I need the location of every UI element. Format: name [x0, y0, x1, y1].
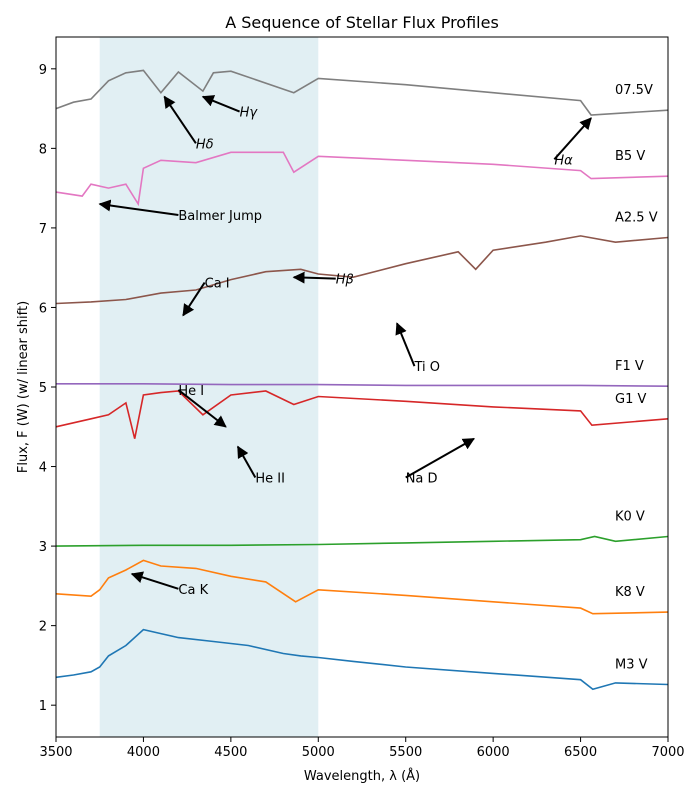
x-tick-label: 5500 — [389, 745, 422, 760]
annotation-label: He II — [255, 471, 285, 486]
annotation-label: Hγ — [240, 106, 259, 121]
series-label: G1 V — [615, 392, 646, 407]
annotation-arrow — [98, 199, 179, 216]
plot-area: M3 V K8 V K0 V G1 V F1 V A2.5 V B5 V 07.5V Hδ Hγ H… — [39, 36, 685, 760]
annotation-label: Hα — [554, 153, 573, 168]
annotation-label: Ti O — [413, 360, 440, 375]
annotation-label: Ca K — [178, 583, 208, 598]
series-line — [56, 383, 669, 387]
y-tick-label: 9 — [39, 63, 47, 78]
annotation-arrow — [163, 95, 197, 144]
x-tick-label: 7000 — [651, 745, 684, 760]
x-tick-label: 4500 — [214, 745, 247, 760]
shaded-region — [99, 37, 319, 737]
series-label: A2.5 V — [615, 210, 658, 225]
x-axis-label: Wavelength, λ (Å) — [304, 768, 420, 784]
y-tick-label: 4 — [39, 461, 47, 476]
annotation-label: He I — [178, 384, 204, 399]
y-tick-label: 1 — [39, 699, 47, 714]
x-tick-label: 6000 — [477, 745, 510, 760]
annotation-arrow — [405, 437, 475, 479]
annotation-label: Ca I — [205, 277, 230, 292]
chart-title: A Sequence of Stellar Flux Profiles — [225, 13, 499, 32]
series-line — [55, 535, 669, 547]
annotation-arrow — [236, 445, 257, 478]
series-label: K0 V — [615, 510, 645, 525]
y-tick-label: 6 — [39, 301, 47, 316]
y-tick-label: 3 — [39, 540, 47, 555]
series-line — [55, 390, 669, 439]
y-tick-label: 2 — [39, 620, 47, 635]
series-label: B5 V — [615, 149, 645, 164]
annotation-arrow — [553, 117, 592, 160]
y-tick-label: 8 — [39, 142, 47, 157]
x-tick-label: 3500 — [39, 745, 72, 760]
y-tick-label: 7 — [39, 222, 47, 237]
series-label: 07.5V — [615, 83, 653, 98]
annotation-arrow — [182, 282, 206, 317]
x-tick-label: 4000 — [127, 745, 160, 760]
series-line — [55, 628, 669, 691]
series-line — [55, 151, 669, 207]
y-tick-label: 5 — [39, 381, 47, 396]
annotation-arrow — [130, 571, 179, 590]
y-axis-label: Flux, F (W) (w/ linear shift) — [16, 301, 31, 473]
annotation-arrow — [177, 389, 227, 428]
annotation-label: Balmer Jump — [178, 209, 262, 224]
annotation-arrow — [395, 322, 416, 367]
x-tick-label: 6500 — [564, 745, 597, 760]
series-label: F1 V — [615, 359, 644, 374]
series-label: K8 V — [615, 585, 645, 600]
annotation-label: Hδ — [196, 137, 214, 152]
x-tick-label: 5000 — [302, 745, 335, 760]
annotation-label: Hβ — [336, 273, 354, 288]
series-label: M3 V — [615, 658, 648, 673]
annotation-label: Na D — [406, 471, 438, 486]
series-line — [55, 235, 669, 305]
annotation-arrow — [201, 95, 240, 113]
series-line — [55, 69, 669, 116]
series-line — [55, 559, 669, 615]
annotation-arrow — [292, 271, 336, 284]
